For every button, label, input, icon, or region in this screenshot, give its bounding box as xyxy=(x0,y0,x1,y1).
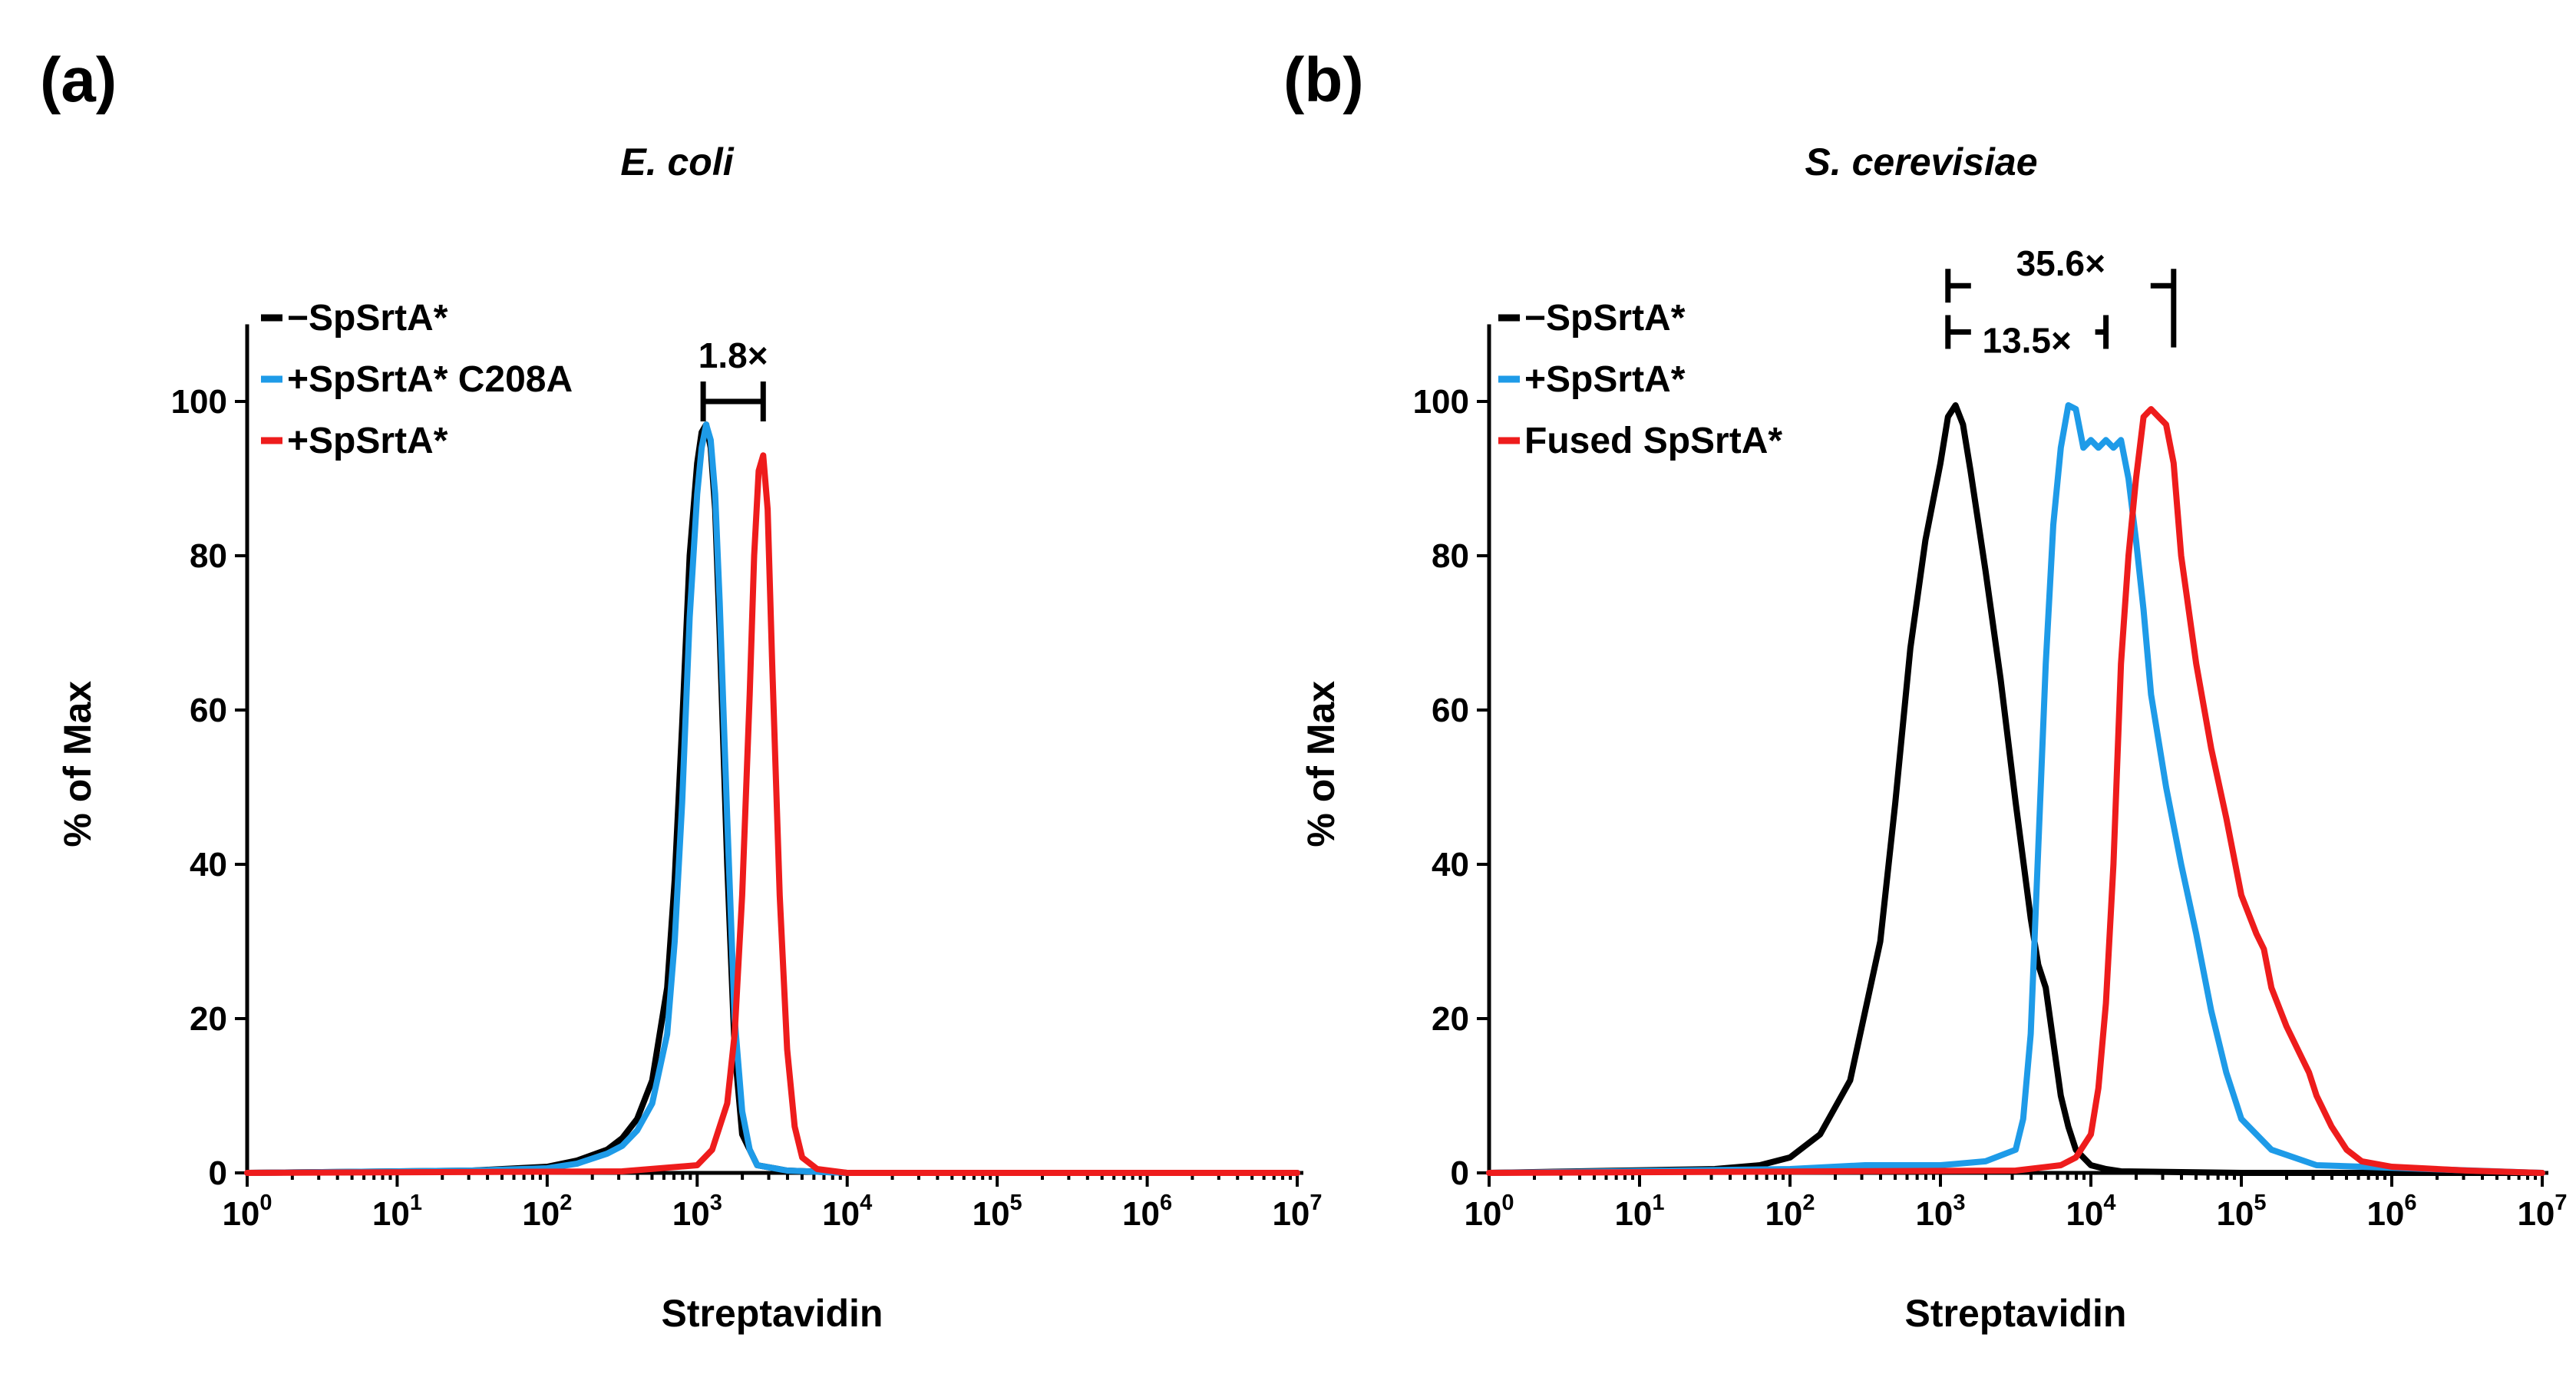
y-axis-label: % of Max xyxy=(56,681,99,847)
legend-label: Fused SpSrtA* xyxy=(1524,421,1782,461)
x-tick-label: 106 xyxy=(1122,1191,1172,1233)
annotation-label: 13.5× xyxy=(1982,321,2071,361)
chart-scerevisiae: 0 20 40 60 80 100 100 101 102 103 104 105 106 107 Stre… xyxy=(1300,243,2568,1335)
y-tick-label: 60 xyxy=(190,692,227,729)
y-tick-label: 100 xyxy=(1413,383,1469,421)
x-tick-label: 102 xyxy=(522,1191,572,1233)
x-tick-label: 106 xyxy=(2366,1191,2416,1233)
y-tick-label: 20 xyxy=(190,1000,227,1038)
panel-b: (b) S. cerevisiae 0 20 40 60 80 100 100 101 102 1… xyxy=(1283,45,2568,1335)
x-tick-label: 103 xyxy=(1915,1191,1965,1233)
x-tick-label: 105 xyxy=(2216,1191,2266,1233)
panel-letter-a: (a) xyxy=(40,45,117,115)
x-tick-label: 101 xyxy=(372,1191,422,1233)
y-axis-label: % of Max xyxy=(1300,681,1342,847)
x-axis-label: Streptavidin xyxy=(1905,1292,2127,1335)
legend-label: −SpSrtA* xyxy=(1524,298,1686,339)
panel-a: (a) E. coli 0 20 40 60 80 100 100 101 102 103 104 1… xyxy=(40,45,1323,1335)
x-tick-label: 107 xyxy=(1272,1191,1322,1233)
chart-title-scerevisiae: S. cerevisiae xyxy=(1805,140,2037,183)
annotation-label: 35.6× xyxy=(2016,243,2105,283)
annotation-label: 1.8× xyxy=(698,335,768,375)
y-tick-label: 0 xyxy=(1451,1154,1469,1192)
x-tick-label: 102 xyxy=(1765,1191,1815,1233)
x-tick-label: 101 xyxy=(1614,1191,1664,1233)
series-line-1 xyxy=(1486,402,2545,1176)
x-tick-label: 100 xyxy=(1464,1191,1514,1233)
y-tick-label: 80 xyxy=(1432,537,1469,575)
x-tick-label: 104 xyxy=(2066,1191,2115,1233)
y-tick-label: 40 xyxy=(1432,846,1469,884)
y-tick-label: 20 xyxy=(1432,1000,1469,1038)
series-line-0 xyxy=(1486,402,2545,1176)
panel-letter-b: (b) xyxy=(1283,45,1364,115)
series-line-2 xyxy=(1486,406,2545,1176)
chart-ecoli: 0 20 40 60 80 100 100 101 102 103 104 105 106 107 Stre… xyxy=(56,298,1323,1335)
legend-label: −SpSrtA* xyxy=(287,298,448,339)
x-tick-label: 107 xyxy=(2517,1191,2567,1233)
chart-title-ecoli: E. coli xyxy=(620,140,734,183)
x-axis-label: Streptavidin xyxy=(662,1292,883,1335)
series-line-1 xyxy=(244,421,1300,1176)
x-tick-label: 105 xyxy=(973,1191,1022,1233)
series-line-0 xyxy=(244,421,1300,1176)
y-tick-label: 100 xyxy=(171,383,227,421)
x-tick-label: 104 xyxy=(822,1191,872,1233)
x-tick-label: 100 xyxy=(222,1191,272,1233)
y-tick-label: 60 xyxy=(1432,692,1469,729)
y-tick-label: 0 xyxy=(209,1154,227,1192)
legend-label: +SpSrtA* C208A xyxy=(287,359,573,400)
series-line-2 xyxy=(244,452,1300,1176)
legend-label: +SpSrtA* xyxy=(1524,359,1686,400)
y-tick-label: 40 xyxy=(190,846,227,884)
x-tick-label: 103 xyxy=(672,1191,722,1233)
y-tick-label: 80 xyxy=(190,537,227,575)
legend-label: +SpSrtA* xyxy=(287,421,448,461)
